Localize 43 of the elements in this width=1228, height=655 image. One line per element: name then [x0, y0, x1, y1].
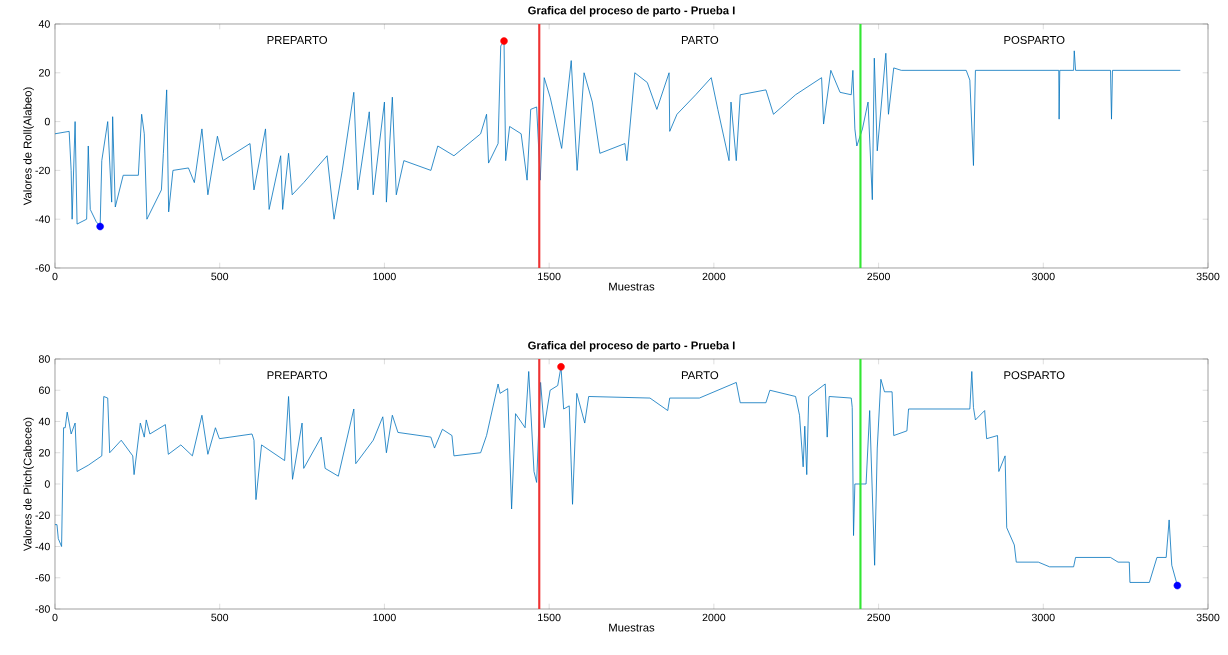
y-tick-label: -20: [35, 166, 50, 175]
y-axis-title: Valores de Pitch(Cabeceo): [23, 417, 34, 551]
y-axis-title: Valores de Roll(Alabeo): [23, 87, 34, 206]
y-tick-label: 40: [38, 417, 50, 426]
y-tick-label: -40: [35, 215, 50, 223]
x-tick-label: 2500: [867, 613, 890, 622]
x-tick-label: 1000: [373, 613, 396, 622]
x-tick-label: 3000: [1031, 272, 1055, 281]
chart-title: Grafica del proceso de parto - Prueba I: [528, 341, 735, 352]
x-tick-label: 3500: [1196, 272, 1220, 281]
y-tick-label: 40: [38, 20, 50, 28]
x-tick-label: 3000: [1031, 613, 1055, 622]
y-tick-label: -60: [35, 573, 50, 582]
x-tick-label: 2000: [702, 613, 726, 622]
x-tick-label: 1000: [373, 272, 396, 281]
annotation: PREPARTO: [267, 371, 328, 380]
y-tick-label: 20: [39, 69, 50, 77]
annotation: PARTO: [681, 36, 719, 44]
x-tick-label: 500: [211, 272, 229, 281]
y-tick-label: 60: [39, 386, 50, 394]
x-tick-label: 2500: [867, 272, 890, 281]
y-tick-label: 20: [39, 448, 50, 457]
y-tick-label: -80: [35, 605, 50, 613]
x-tick-label: 500: [211, 613, 229, 622]
annotation: POSPARTO: [1004, 36, 1065, 44]
y-tick-label: 0: [44, 117, 50, 126]
y-tick-label: -40: [35, 542, 50, 551]
annotation: POSPARTO: [1004, 371, 1065, 380]
chart-title: Grafica del proceso de parto - Prueba I: [528, 6, 735, 17]
y-tick-label: -60: [35, 264, 50, 272]
x-tick-label: 0: [52, 272, 58, 281]
x-axis-title: Muestras: [609, 282, 655, 291]
y-tick-label: 0: [44, 480, 50, 488]
x-tick-label: 1500: [538, 272, 561, 281]
y-tick-label: 80: [38, 355, 50, 363]
x-tick-label: 3500: [1196, 613, 1220, 622]
x-tick-label: 0: [52, 613, 58, 622]
x-axis-title: Muestras: [609, 623, 655, 632]
annotation: PREPARTO: [267, 36, 328, 44]
y-tick-label: -20: [35, 511, 50, 520]
x-tick-label: 1500: [538, 613, 561, 622]
annotation: PARTO: [681, 371, 719, 380]
x-tick-label: 2000: [702, 272, 726, 281]
